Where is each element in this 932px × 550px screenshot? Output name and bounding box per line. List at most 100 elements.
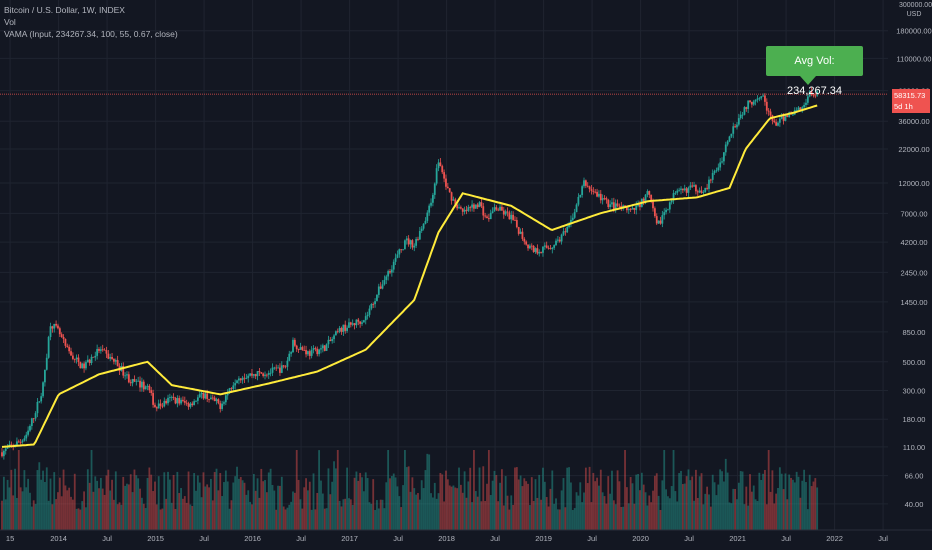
candle-body bbox=[749, 100, 751, 102]
volume-bar bbox=[284, 509, 287, 530]
volume-bar bbox=[265, 492, 268, 530]
price-axis-top-label: 300000.00 bbox=[899, 2, 932, 9]
volume-bar bbox=[70, 496, 72, 530]
candle-body bbox=[254, 374, 257, 377]
volume-bar bbox=[241, 480, 244, 530]
volume-bar bbox=[338, 500, 341, 530]
volume-bar bbox=[739, 471, 742, 530]
candle-body bbox=[543, 245, 546, 247]
volume-bar bbox=[361, 477, 363, 530]
volume-bar bbox=[157, 476, 160, 530]
candle-body bbox=[372, 304, 375, 305]
candle-body bbox=[142, 381, 145, 390]
volume-bar bbox=[614, 504, 617, 530]
volume-bar bbox=[407, 466, 410, 530]
candle-body bbox=[439, 162, 442, 167]
volume-bar bbox=[726, 472, 729, 530]
candle-body bbox=[806, 96, 809, 103]
volume-bar bbox=[202, 472, 205, 530]
volume-bar bbox=[131, 492, 134, 530]
candle-body bbox=[420, 228, 423, 232]
volume-bar bbox=[497, 501, 500, 530]
volume-bar bbox=[215, 468, 218, 530]
volume-bar bbox=[27, 478, 30, 530]
volume-bar bbox=[47, 500, 50, 530]
volume-bar bbox=[236, 466, 238, 530]
volume-bar bbox=[463, 471, 466, 530]
candle-body bbox=[482, 206, 485, 216]
volume-bar bbox=[704, 493, 707, 530]
candle-body bbox=[236, 380, 238, 384]
indicator-legend[interactable]: VAMA (Input, 234267.34, 100, 55, 0.67, c… bbox=[4, 29, 178, 39]
symbol-title[interactable]: Bitcoin / U.S. Dollar, 1W, INDEX bbox=[4, 5, 125, 15]
volume-bar bbox=[760, 479, 763, 530]
candle-body bbox=[571, 217, 574, 220]
candle-body bbox=[508, 212, 511, 220]
candle-body bbox=[724, 144, 727, 153]
volume-bar bbox=[139, 488, 141, 530]
candle-body bbox=[680, 188, 682, 190]
candle-body bbox=[639, 204, 641, 207]
volume-bar bbox=[292, 491, 294, 530]
volume-bar bbox=[665, 489, 667, 530]
candle-body bbox=[387, 271, 390, 277]
volume-bar bbox=[314, 509, 317, 530]
volume-bar bbox=[734, 488, 736, 530]
volume-legend[interactable]: Vol bbox=[4, 17, 16, 27]
candle-body bbox=[596, 191, 598, 197]
volume-bar bbox=[178, 493, 181, 530]
candle-body bbox=[348, 322, 350, 328]
candle-body bbox=[390, 269, 393, 273]
volume-bar bbox=[458, 467, 460, 530]
volume-bar bbox=[42, 470, 44, 530]
candle-body bbox=[262, 373, 265, 376]
candle-body bbox=[288, 353, 291, 361]
candle-body bbox=[443, 172, 445, 179]
candle-body bbox=[545, 245, 548, 248]
volume-bar bbox=[504, 476, 507, 530]
volume-bar bbox=[245, 494, 248, 530]
volume-bar bbox=[652, 490, 654, 530]
candle-body bbox=[441, 166, 444, 173]
candle-body bbox=[124, 375, 127, 377]
candle-body bbox=[359, 321, 362, 324]
candle-body bbox=[90, 356, 93, 364]
volume-bar bbox=[573, 508, 576, 530]
candle-body bbox=[762, 95, 764, 97]
volume-bar bbox=[133, 469, 136, 530]
candle-body bbox=[480, 202, 483, 207]
candle-body bbox=[752, 101, 755, 105]
volume-bar bbox=[221, 496, 224, 530]
volume-bar bbox=[769, 491, 772, 530]
candle-body bbox=[314, 348, 317, 349]
candle-body bbox=[750, 101, 753, 105]
candle-body bbox=[538, 251, 541, 254]
candle-body bbox=[163, 400, 166, 407]
candle-body bbox=[331, 339, 334, 341]
volume-bar bbox=[385, 482, 388, 530]
candle-body bbox=[745, 107, 748, 109]
candle-body bbox=[17, 441, 20, 443]
candle-body bbox=[245, 378, 248, 379]
volume-bar bbox=[562, 478, 565, 530]
volume-bar bbox=[579, 482, 582, 530]
candle-body bbox=[57, 325, 59, 329]
volume-bar bbox=[717, 484, 720, 530]
candle-body bbox=[616, 203, 619, 206]
candle-body bbox=[355, 319, 358, 326]
candle-body bbox=[247, 375, 250, 379]
candle-body bbox=[150, 390, 153, 394]
candle-body bbox=[47, 337, 50, 358]
volume-bar bbox=[499, 482, 501, 530]
candle-body bbox=[362, 320, 365, 323]
volume-bar bbox=[631, 483, 634, 530]
volume-bar bbox=[348, 498, 350, 530]
volume-bar bbox=[555, 498, 557, 530]
candle-body bbox=[217, 399, 220, 404]
volume-bar bbox=[495, 475, 498, 530]
volume-bar bbox=[342, 499, 345, 530]
volume-bar bbox=[111, 479, 113, 530]
volume-bar bbox=[415, 494, 418, 530]
candle-body bbox=[765, 101, 768, 111]
